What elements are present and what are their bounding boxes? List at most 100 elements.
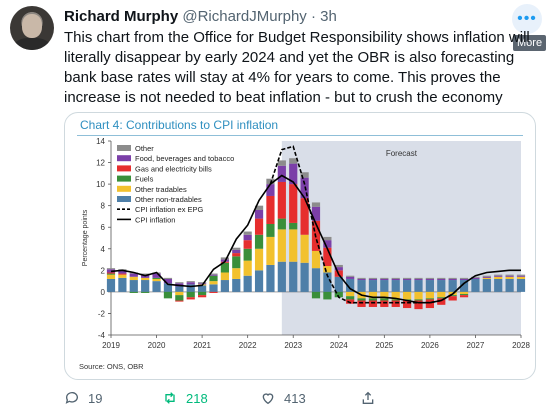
bar-segment: [346, 291, 355, 297]
bar-segment: [232, 268, 241, 279]
bar-segment: [414, 299, 423, 301]
bar-segment: [129, 276, 138, 281]
bar-segment: [425, 291, 434, 299]
bar-segment: [129, 291, 138, 293]
bar-segment: [357, 280, 366, 292]
chart-source: Source: ONS, OBR: [79, 362, 144, 371]
bar-segment: [334, 291, 343, 298]
y-tick-label: 10: [96, 180, 105, 189]
bar-segment: [289, 158, 298, 164]
bar-segment: [141, 273, 150, 275]
bar-segment: [141, 291, 150, 293]
bar-segment: [209, 274, 218, 276]
bar-segment: [311, 291, 321, 299]
x-tick-label: 2025: [375, 341, 393, 350]
bar-segment: [266, 264, 275, 292]
bar-segment: [368, 278, 378, 281]
chart-card[interactable]: Chart 4: Contributions to CPI inflation …: [64, 112, 536, 380]
legend-label: Other non-tradables: [135, 195, 202, 204]
bar-segment: [300, 234, 309, 263]
bar-segment: [254, 248, 264, 271]
bar-segment: [277, 218, 286, 230]
bar-segment: [209, 273, 218, 275]
avatar-face: [22, 14, 42, 38]
bar-segment: [403, 278, 412, 281]
bar-segment: [391, 277, 400, 279]
bar-segment: [163, 291, 173, 299]
bar-segment: [459, 278, 469, 281]
bar-segment: [277, 165, 286, 182]
bar-segment: [254, 270, 264, 292]
retweet-button[interactable]: 218: [162, 390, 208, 406]
bar-segment: [175, 291, 184, 296]
tweet-actions: 19 218 413: [64, 390, 534, 410]
bar-segment: [152, 278, 161, 282]
bar-segment: [186, 297, 195, 300]
bar-segment: [437, 298, 446, 305]
bar-segment: [334, 264, 343, 268]
bar-segment: [494, 278, 503, 292]
bar-segment: [323, 240, 332, 248]
bar-segment: [334, 267, 343, 271]
bar-segment: [414, 278, 423, 281]
bar-segment: [232, 249, 241, 254]
bar-segment: [346, 296, 355, 300]
bar-segment: [300, 262, 309, 292]
bar-segment: [209, 275, 218, 282]
bar-segment: [380, 277, 389, 279]
y-tick-label: 14: [96, 137, 105, 146]
bar-segment: [391, 278, 400, 281]
bar-segment: [277, 160, 286, 166]
share-button[interactable]: [360, 390, 376, 406]
bar-segment: [243, 231, 252, 235]
bar-segment: [459, 280, 469, 292]
bar-segment: [494, 276, 503, 279]
bar-segment: [391, 280, 400, 292]
cpi-inflation-line: [110, 174, 521, 304]
bar-segment: [232, 253, 241, 257]
bar-segment: [403, 291, 412, 300]
bar-segment: [141, 277, 150, 281]
legend-label: Fuels: [135, 175, 154, 184]
more-button[interactable]: •••: [512, 4, 542, 34]
bar-segment: [494, 274, 503, 276]
legend-swatch: [117, 185, 131, 192]
y-tick-label: 2: [101, 266, 106, 275]
legend-label: Gas and electricity bills: [135, 164, 212, 173]
y-tick-label: 4: [101, 245, 106, 254]
avatar-body: [14, 38, 50, 50]
bar-segment: [243, 240, 252, 249]
bar-segment: [266, 236, 275, 265]
cpi-ex-epg-line: [269, 145, 465, 304]
legend-swatch: [117, 196, 131, 202]
reply-count: 19: [88, 390, 103, 406]
like-button[interactable]: 413: [260, 390, 306, 406]
bar-segment: [414, 300, 423, 310]
bar-segment: [277, 181, 286, 219]
bar-segment: [437, 297, 446, 299]
bar-segment: [254, 205, 264, 210]
author-handle[interactable]: @RichardJMurphy: [182, 8, 307, 25]
bar-segment: [175, 295, 184, 301]
bar-segment: [414, 277, 423, 279]
bar-segment: [482, 276, 491, 278]
y-tick-label: -2: [98, 309, 106, 318]
bar-segment: [311, 250, 321, 269]
bar-segment: [459, 291, 469, 295]
bar-segment: [220, 272, 229, 281]
tweet-header: Richard Murphy @RichardJMurphy · 3h: [64, 8, 337, 26]
reply-button[interactable]: 19: [64, 390, 102, 406]
avatar[interactable]: [10, 6, 54, 50]
bar-segment: [516, 278, 526, 292]
x-tick-label: 2028: [512, 341, 530, 350]
bar-segment: [266, 223, 275, 237]
bar-segment: [391, 291, 400, 300]
bar-segment: [357, 300, 366, 307]
bar-segment: [448, 277, 457, 279]
bar-segment: [459, 277, 469, 279]
author-name[interactable]: Richard Murphy: [64, 8, 179, 25]
bar-segment: [311, 202, 321, 207]
bar-segment: [175, 286, 184, 292]
tweet-time[interactable]: 3h: [320, 8, 337, 25]
bar-segment: [448, 280, 457, 292]
